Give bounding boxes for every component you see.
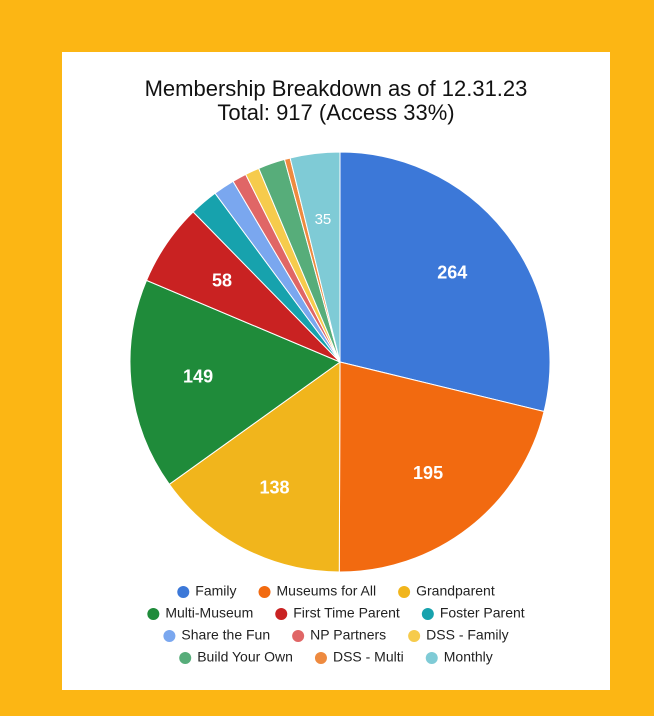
data-label: 138 [260, 478, 290, 498]
data-label: 264 [437, 262, 467, 282]
legend-label: Family [195, 583, 236, 599]
pie-slice [339, 151, 551, 413]
legend-row: Multi-Museum First Time Parent Foster Pare… [147, 605, 525, 621]
chart-subtitle: Total: 917 (Access 33%) [217, 100, 454, 125]
pie-slice [289, 151, 341, 363]
legend-marker [179, 652, 192, 664]
legend-label: DSS - Multi [333, 649, 404, 665]
legend-label: Foster Parent [440, 605, 525, 621]
pie-slice [129, 279, 342, 486]
legend-marker [258, 586, 271, 598]
legend-marker [177, 586, 190, 598]
legend-label: Monthly [444, 649, 493, 665]
legend-marker [275, 608, 288, 620]
legend-label: Share the Fun [181, 627, 270, 643]
legend-label: NP Partners [310, 627, 386, 643]
legend-marker [421, 608, 434, 620]
legend-label: Museums for All [277, 583, 377, 599]
data-label: 195 [413, 463, 443, 483]
legend-label: DSS - Family [426, 627, 508, 643]
legend-marker [314, 652, 327, 664]
data-label: 58 [212, 270, 232, 290]
pie-slice [168, 361, 341, 573]
chart-title: Membership Breakdown as of 12.31.23 [145, 76, 528, 101]
legend-marker [163, 630, 176, 642]
legend-marker [408, 630, 421, 642]
data-label: 35 [315, 211, 332, 228]
legend-label: Grandparent [416, 583, 495, 599]
legend-label: Build Your Own [197, 649, 293, 665]
legend-row: Build Your Own DSS - Multi Monthly [179, 649, 493, 665]
legend-row: Share the Fun NP Partners DSS - Family [163, 627, 509, 643]
legend-label: Multi-Museum [165, 605, 253, 621]
legend-marker [398, 586, 411, 598]
legend-row: Family Museums for All Grandparent [177, 583, 495, 599]
legend-marker [292, 630, 305, 642]
legend-marker [425, 652, 438, 664]
legend-marker [147, 608, 160, 620]
legend-label: First Time Parent [293, 605, 400, 621]
data-label: 149 [183, 367, 213, 387]
pie-slice [338, 361, 545, 573]
